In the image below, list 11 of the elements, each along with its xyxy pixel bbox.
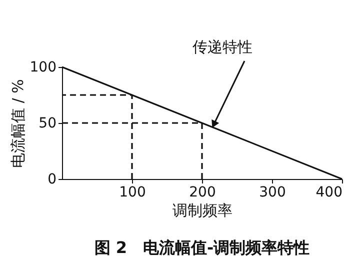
y-tick-label: 50 — [38, 116, 56, 132]
x-tick-label: 100 — [119, 184, 146, 200]
x-tick-label: 400 — [316, 184, 342, 200]
y-tick-label: 0 — [48, 172, 56, 188]
x-axis-title: 调制频率 — [172, 202, 232, 220]
y-tick-label: 100 — [30, 60, 56, 76]
y-axis-title: 电流幅值 / % — [8, 79, 27, 168]
annotation: 传递特性 — [192, 38, 252, 56]
text: 图 2 电流幅值-调制频率特性 — [94, 238, 310, 257]
x-tick-label: 200 — [189, 184, 216, 200]
x-tick-label: 300 — [259, 184, 286, 200]
